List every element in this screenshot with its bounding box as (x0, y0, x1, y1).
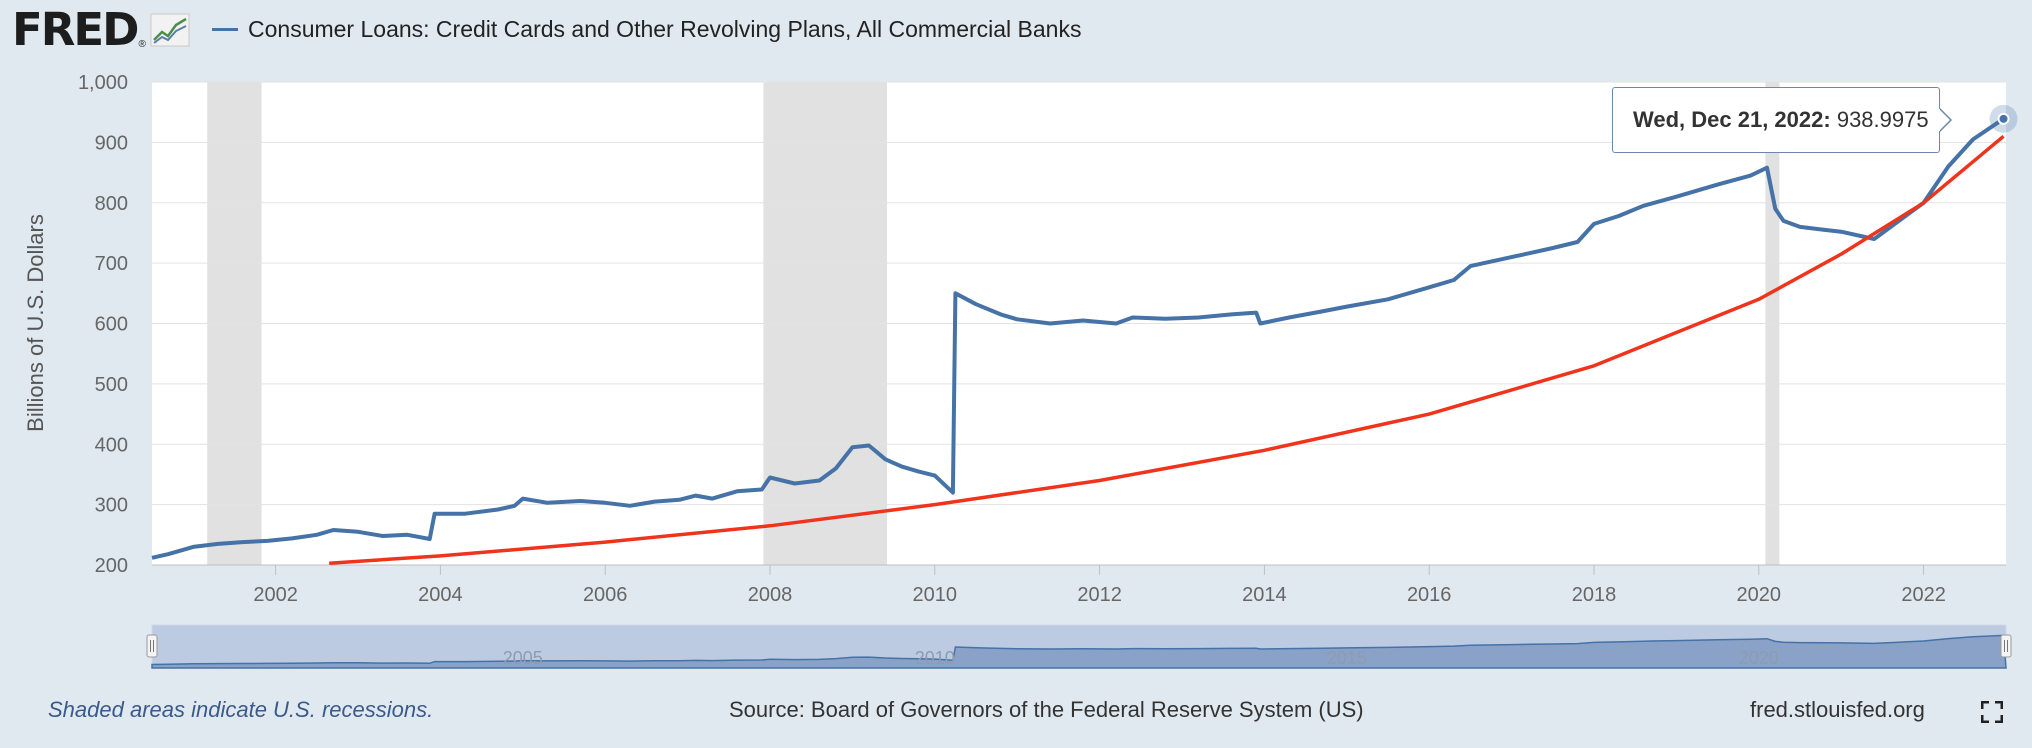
navigator-series-area (151, 634, 2007, 669)
tooltip-pointer (1939, 108, 1953, 132)
series-line (151, 117, 2005, 560)
y-tick-label: 700 (95, 253, 128, 275)
legend-series-label: Consumer Loans: Credit Cards and Other R… (248, 16, 1082, 42)
x-tick-label: 2018 (1572, 584, 1617, 606)
x-tick-label: 2004 (418, 584, 463, 606)
chart-trend-icon (150, 13, 190, 47)
x-tick-label: 2010 (913, 584, 958, 606)
hover-point-marker (1997, 112, 2010, 125)
x-tick-label: 2012 (1077, 584, 1122, 606)
x-tick-label: 2008 (748, 584, 793, 606)
chart-legend[interactable]: Consumer Loans: Credit Cards and Other R… (212, 16, 1081, 43)
tooltip-text: Wed, Dec 21, 2022: 938.9975 (1633, 107, 1929, 133)
fred-logo[interactable]: FRED ® (12, 4, 190, 56)
x-tick-label: 2020 (1737, 584, 1782, 606)
grid-layer (152, 81, 2006, 566)
y-tick-label: 1,000 (78, 72, 128, 94)
recession-note: Shaded areas indicate U.S. recessions. (48, 697, 434, 722)
trend-annotation-curve (329, 134, 2005, 565)
y-tick-label: 400 (95, 434, 128, 456)
y-axis-tick-labels: 200 300 400 500 600 700 800 900 1,000 (78, 72, 128, 577)
logo-registered-mark: ® (138, 38, 146, 50)
data-source: Source: Board of Governors of the Federa… (729, 697, 1364, 722)
chart-header: FRED ® Consumer Loans: Credit Cards and … (0, 0, 2032, 62)
tooltip-value: 938.9975 (1836, 107, 1929, 132)
hover-tooltip: Wed, Dec 21, 2022: 938.9975 (1612, 87, 1940, 153)
legend-series-swatch (212, 28, 238, 31)
navigator-tick-label: 2010 (915, 648, 955, 668)
y-tick-label: 200 (95, 555, 128, 577)
fred-url-link[interactable]: fred.stlouisfed.org (1750, 697, 1925, 722)
navigator-tick-label: 2015 (1327, 648, 1367, 668)
y-tick-label: 600 (95, 314, 128, 336)
logo-text: FRED (12, 3, 139, 56)
navigator-tick-label: 2020 (1739, 648, 1779, 668)
y-axis-label: Billions of U.S. Dollars (23, 214, 48, 432)
x-tick-label: 2002 (253, 584, 298, 606)
navigator-tick-label: 2005 (503, 648, 543, 668)
navigator-right-handle[interactable] (2000, 634, 2012, 658)
tooltip-date: Wed, Dec 21, 2022: (1633, 107, 1831, 132)
navigator-left-handle[interactable] (146, 634, 158, 658)
fullscreen-icon[interactable] (1981, 701, 2003, 723)
y-tick-label: 800 (95, 193, 128, 215)
range-navigator: 2005 2010 2015 2020 (146, 624, 2012, 669)
x-tick-label: 2016 (1407, 584, 1452, 606)
y-tick-label: 300 (95, 495, 128, 517)
series-layer (151, 104, 2018, 565)
x-axis-tick-labels: 2002 2004 2006 2008 2010 2012 2014 2016 2018 2020… (253, 565, 1946, 606)
y-tick-label: 900 (95, 132, 128, 154)
x-tick-label: 2014 (1242, 584, 1287, 606)
y-tick-label: 500 (95, 374, 128, 396)
x-tick-label: 2022 (1901, 584, 1946, 606)
x-tick-label: 2006 (583, 584, 628, 606)
